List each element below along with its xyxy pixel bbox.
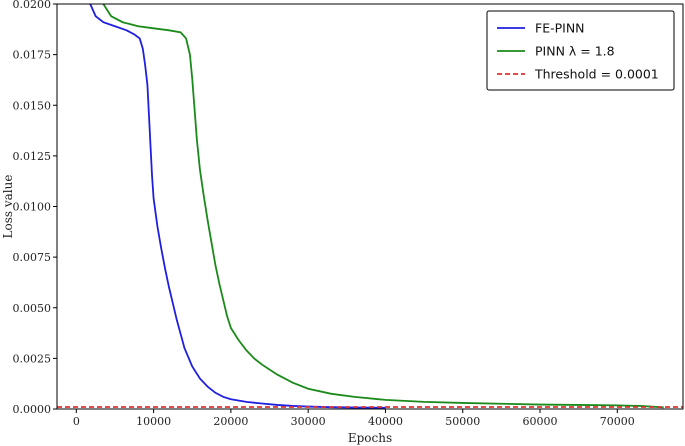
x-tick-label: 70000	[600, 415, 635, 428]
series-line-1	[102, 4, 664, 409]
x-tick-label: 50000	[445, 415, 480, 428]
legend-box	[486, 10, 675, 91]
x-tick-label: 60000	[523, 415, 558, 428]
x-axis-label: Epochs	[348, 431, 392, 445]
y-tick-label: 0.0075	[13, 251, 52, 264]
legend-label-2: Threshold = 0.0001	[534, 67, 659, 82]
legend-label-1: PINN λ = 1.8	[535, 44, 615, 59]
y-axis-label: Loss value	[1, 175, 15, 239]
x-tick-label: 30000	[291, 415, 326, 428]
legend-label-0: FE-PINN	[535, 21, 585, 36]
y-tick-label: 0.0200	[13, 0, 52, 11]
y-tick-label: 0.0150	[13, 99, 52, 112]
y-tick-label: 0.0125	[13, 150, 52, 163]
legend: FE-PINN PINN λ = 1.8 Threshold = 0.0001	[486, 10, 675, 91]
y-tick-label: 0.0000	[13, 403, 52, 416]
x-tick-label: 0	[73, 415, 80, 428]
y-tick-label: 0.0100	[13, 201, 52, 214]
x-tick-label: 10000	[136, 415, 171, 428]
y-tick-label: 0.0025	[13, 352, 52, 365]
x-tick-label: 20000	[213, 415, 248, 428]
ticks-layer: 0 10000 20000 30000 40000 50000 60000 70000 0.00…	[13, 0, 635, 428]
y-tick-label: 0.0175	[13, 49, 52, 62]
series-line-0	[89, 4, 386, 409]
y-tick-label: 0.0050	[13, 302, 52, 315]
series-layer	[57, 4, 683, 409]
x-tick-label: 40000	[368, 415, 403, 428]
